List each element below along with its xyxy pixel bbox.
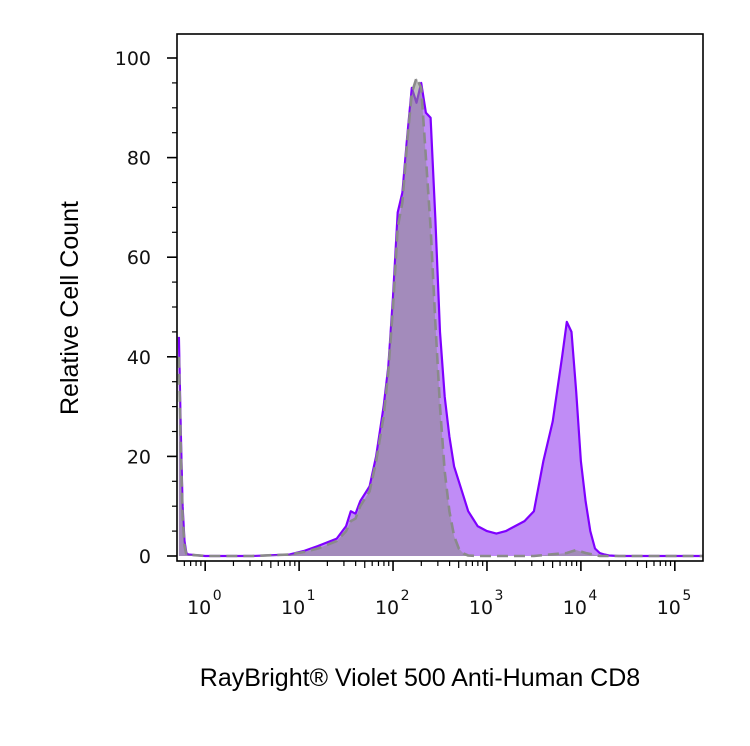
plot-frame bbox=[176, 33, 704, 562]
x-tick-label-base: 10 bbox=[187, 597, 211, 619]
x-tick-label-base: 10 bbox=[657, 597, 681, 619]
series-1-area bbox=[178, 77, 703, 557]
x-tick-label-exp: 5 bbox=[682, 588, 691, 604]
x-tick-label-exp: 1 bbox=[307, 588, 316, 604]
x-axis-title: RayBright® Violet 500 Anti-Human CD8 bbox=[200, 664, 640, 692]
series-1-line bbox=[177, 76, 703, 558]
series-layer bbox=[177, 76, 703, 558]
x-tick-label-exp: 3 bbox=[495, 588, 504, 604]
x-tick-label-base: 10 bbox=[563, 597, 587, 619]
y-tick-label-0: 0 bbox=[139, 546, 151, 568]
x-tick-label-exp: 0 bbox=[213, 588, 222, 604]
y-tick-label-20: 20 bbox=[127, 446, 151, 468]
x-tick-label-exp: 2 bbox=[401, 588, 410, 604]
x-tick-label-base: 10 bbox=[469, 597, 493, 619]
y-tick-label-80: 80 bbox=[127, 148, 151, 170]
x-tick-label-base: 10 bbox=[281, 597, 305, 619]
series-0-line bbox=[177, 81, 703, 558]
x-tick-label-exp: 4 bbox=[588, 588, 597, 604]
y-tick-label-40: 40 bbox=[127, 347, 151, 369]
y-tick-label-100: 100 bbox=[115, 48, 151, 70]
x-tick-label-base: 10 bbox=[375, 597, 399, 619]
y-tick-label-60: 60 bbox=[127, 247, 151, 269]
series-0-area bbox=[178, 82, 703, 557]
y-axis-title: Relative Cell Count bbox=[56, 201, 84, 415]
